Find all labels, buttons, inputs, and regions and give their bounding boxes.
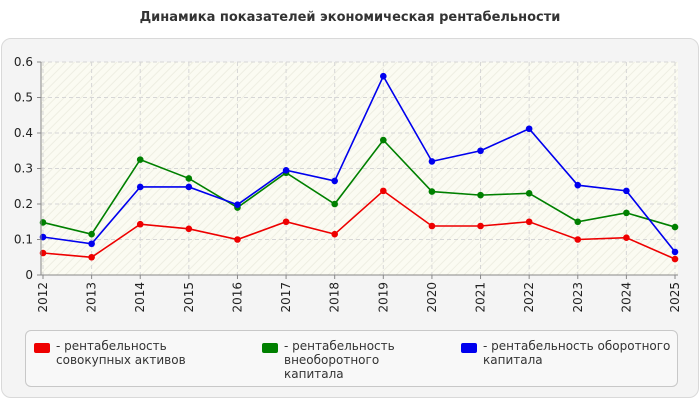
data-point-0-6[interactable] <box>331 230 338 238</box>
data-point-1-6[interactable] <box>331 200 338 208</box>
x-tick-label: 2016 <box>230 282 244 313</box>
data-point-1-3[interactable] <box>185 175 193 182</box>
x-tick-label: 2022 <box>522 282 536 313</box>
y-tick-label: 0.6 <box>14 55 33 69</box>
data-point-0-10[interactable] <box>525 218 533 226</box>
x-tick-label: 2020 <box>425 282 439 313</box>
x-tick-label: 2017 <box>279 282 293 313</box>
x-axis: 2012 2013 2014 2015 2016 2017 2018 2019 2020 2021… <box>36 275 682 313</box>
x-tick-label: 2025 <box>668 282 682 313</box>
x-tick-label: 2015 <box>182 282 196 313</box>
legend-swatch-assets <box>34 343 50 353</box>
legend-swatch-noncurrent <box>262 343 278 353</box>
y-tick-label: 0.3 <box>14 162 33 176</box>
y-tick-label: 0 <box>25 268 33 282</box>
series-line-1 <box>42 138 676 236</box>
data-point-2-13[interactable] <box>671 248 679 256</box>
x-tick-label: 2021 <box>474 282 488 313</box>
legend-label-current: рентабельность оборотного капитала <box>483 339 671 367</box>
x-tick-label: 2013 <box>85 282 99 313</box>
data-point-0-11[interactable] <box>574 236 582 243</box>
data-point-0-13[interactable] <box>671 255 679 263</box>
legend-label-noncurrent: рентабельность внеоборотного капитала <box>284 339 442 381</box>
data-point-2-4[interactable] <box>234 201 241 209</box>
data-point-1-2[interactable] <box>136 156 144 163</box>
data-point-1-13[interactable] <box>671 223 679 231</box>
data-point-2-12[interactable] <box>623 187 630 195</box>
data-point-2-11[interactable] <box>574 181 582 189</box>
y-tick-label: 0.1 <box>14 233 33 247</box>
x-tick-label: 2018 <box>328 282 342 313</box>
x-tick-label: 2012 <box>36 282 50 313</box>
data-point-1-7[interactable] <box>380 136 387 144</box>
data-point-0-5[interactable] <box>282 218 290 226</box>
data-point-1-8[interactable] <box>428 188 436 195</box>
data-point-1-1[interactable] <box>88 230 95 238</box>
y-tick-label: 0.5 <box>14 91 33 105</box>
legend: рентабельность совокупных активов рентаб… <box>25 330 678 387</box>
data-point-2-2[interactable] <box>136 183 144 191</box>
data-point-2-9[interactable] <box>477 147 484 155</box>
legend-label-assets: рентабельность совокупных активов <box>56 339 244 367</box>
data-point-0-3[interactable] <box>185 225 193 233</box>
data-point-2-10[interactable] <box>525 125 533 133</box>
data-point-0-4[interactable] <box>234 236 241 243</box>
data-point-0-12[interactable] <box>623 234 630 242</box>
data-point-0-9[interactable] <box>477 222 484 230</box>
series-line-2 <box>42 74 676 253</box>
data-point-1-11[interactable] <box>574 218 582 226</box>
x-tick-label: 2019 <box>376 282 390 313</box>
data-point-2-1[interactable] <box>88 240 95 248</box>
y-tick-label: 0.2 <box>14 197 33 211</box>
data-point-2-8[interactable] <box>428 158 436 165</box>
data-point-1-9[interactable] <box>477 191 484 199</box>
data-point-0-8[interactable] <box>428 222 436 230</box>
x-tick-label: 2014 <box>133 282 147 313</box>
x-tick-label: 2024 <box>619 282 633 313</box>
series-line-0 <box>42 189 676 260</box>
y-axis: 0 0.1 0.2 0.3 0.4 0.5 0.6 <box>14 55 41 282</box>
data-point-2-6[interactable] <box>331 177 338 185</box>
legend-swatch-current <box>461 343 477 353</box>
chart-title: Динамика показателей экономическая рента… <box>139 10 561 25</box>
data-point-0-7[interactable] <box>380 187 387 195</box>
series-group <box>39 72 679 263</box>
data-point-0-2[interactable] <box>136 220 144 228</box>
data-point-2-7[interactable] <box>380 72 387 80</box>
y-tick-label: 0.4 <box>14 126 33 140</box>
data-point-1-12[interactable] <box>623 209 630 217</box>
data-point-1-10[interactable] <box>525 190 533 197</box>
data-point-0-1[interactable] <box>88 253 95 261</box>
data-point-2-3[interactable] <box>185 183 193 191</box>
x-tick-label: 2023 <box>571 282 585 313</box>
data-point-2-5[interactable] <box>282 166 290 174</box>
